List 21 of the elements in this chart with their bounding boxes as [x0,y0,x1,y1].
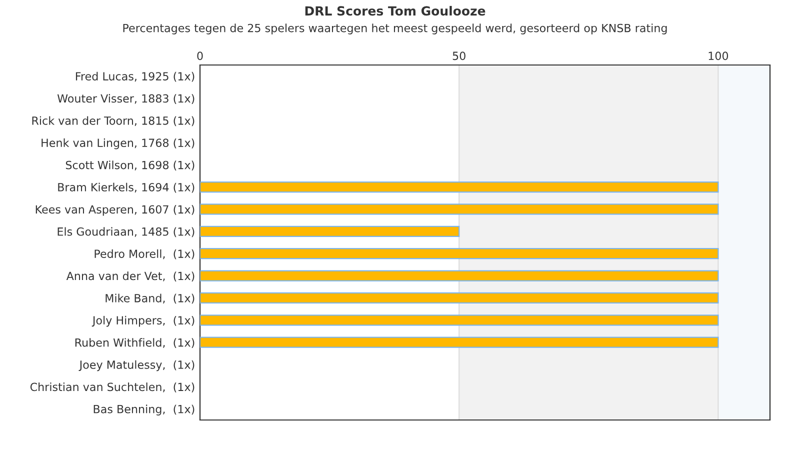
y-tick-label: Ruben Withfield, (1x) [75,338,194,348]
y-tick-label: Kees van Asperen, 1607 (1x) [36,205,194,216]
y-tick-label: Joly Himpers, (1x) [92,316,194,327]
y-tick-label: Pedro Morell, (1x) [94,249,194,260]
y-tick-label: Anna van der Vet, (1x) [66,272,194,282]
chart-title: DRL Scores Tom Goulooze [305,6,486,16]
y-tick-label: Scott Wilson, 1698 (1x) [66,160,194,171]
y-tick-label: Henk van Lingen, 1768 (1x) [42,138,194,150]
y-tick-label: Bram Kierkels, 1694 (1x) [58,182,194,193]
x-tick-label: 100 [708,52,728,60]
x-tick-label: 50 [452,52,466,60]
chart-subtitle: Percentages tegen de 25 spelers waartegen het meest gespeeld werd, gesorteerd op KNSB rating [123,24,667,34]
y-tick-label: Rick van der Toorn, 1815 (1x) [32,116,194,126]
y-tick-label: Christian van Suchtelen, (1x) [30,382,194,392]
y-tick-label: Wouter Visser, 1883 (1x) [57,94,194,104]
y-tick-label: Els Goudriaan, 1485 (1x) [58,227,194,238]
y-tick-label: Mike Band, (1x) [106,294,194,304]
y-tick-label: Fred Lucas, 1925 (1x) [76,72,194,82]
y-tick-label: Joey Matulessy, (1x) [78,360,194,372]
y-tick-label: Bas Benning, (1x) [94,404,194,416]
x-tick-label: 0 [197,52,203,60]
